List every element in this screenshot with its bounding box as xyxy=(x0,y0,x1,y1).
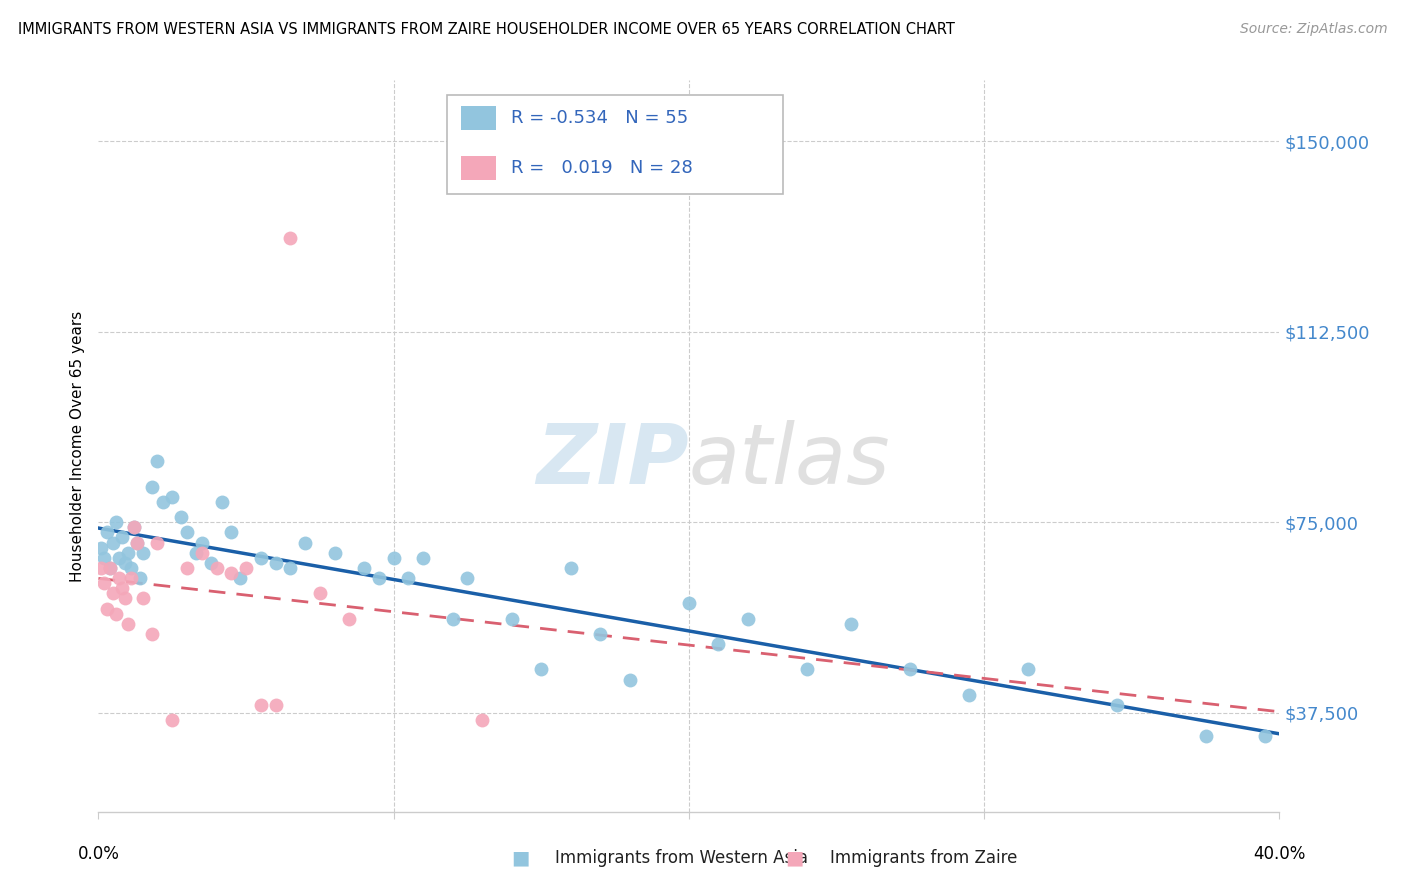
Text: Immigrants from Western Asia: Immigrants from Western Asia xyxy=(555,849,808,867)
Point xyxy=(132,591,155,606)
Point xyxy=(90,561,112,575)
Point xyxy=(114,556,136,570)
Point xyxy=(96,601,118,615)
Point xyxy=(191,546,214,560)
Point xyxy=(146,454,169,468)
Point xyxy=(796,663,818,677)
Point xyxy=(103,535,125,549)
Text: ZIP: ZIP xyxy=(536,420,689,501)
Point xyxy=(1254,729,1277,743)
Text: R =   0.019   N = 28: R = 0.019 N = 28 xyxy=(510,160,692,178)
Text: ■: ■ xyxy=(785,848,804,867)
Point xyxy=(90,541,112,555)
Point xyxy=(93,550,115,565)
Point xyxy=(457,571,479,585)
Point xyxy=(412,550,434,565)
Point xyxy=(235,561,257,575)
Point xyxy=(93,576,115,591)
Point xyxy=(280,561,302,575)
Point xyxy=(471,714,494,728)
Text: 0.0%: 0.0% xyxy=(77,845,120,863)
Point xyxy=(841,616,863,631)
Point xyxy=(250,698,273,712)
Point xyxy=(221,566,243,580)
Point xyxy=(368,571,391,585)
Point xyxy=(589,627,612,641)
Point xyxy=(105,607,128,621)
Point xyxy=(141,480,163,494)
Point xyxy=(294,535,316,549)
Point xyxy=(117,616,139,631)
Point xyxy=(162,714,183,728)
Point xyxy=(96,525,118,540)
Point xyxy=(353,561,375,575)
Point xyxy=(111,581,134,595)
Point xyxy=(441,612,464,626)
Point xyxy=(339,612,361,626)
FancyBboxPatch shape xyxy=(447,95,783,194)
Point xyxy=(122,520,145,534)
Point xyxy=(560,561,582,575)
Point xyxy=(309,586,332,600)
Point xyxy=(125,535,148,549)
Point xyxy=(382,550,405,565)
Point xyxy=(108,571,131,585)
Point xyxy=(103,586,125,600)
Point xyxy=(176,525,198,540)
Y-axis label: Householder Income Over 65 years: Householder Income Over 65 years xyxy=(69,310,84,582)
Point xyxy=(132,546,155,560)
Point xyxy=(152,495,174,509)
Text: R = -0.534   N = 55: R = -0.534 N = 55 xyxy=(510,109,688,127)
Point xyxy=(250,550,273,565)
Text: 40.0%: 40.0% xyxy=(1253,845,1306,863)
Point xyxy=(191,535,214,549)
Text: Immigrants from Zaire: Immigrants from Zaire xyxy=(830,849,1017,867)
FancyBboxPatch shape xyxy=(461,106,496,130)
Point xyxy=(737,612,759,626)
Point xyxy=(128,571,150,585)
Point xyxy=(1107,698,1129,712)
Point xyxy=(120,571,142,585)
Point xyxy=(146,535,169,549)
Point xyxy=(530,663,553,677)
Point xyxy=(900,663,922,677)
Text: atlas: atlas xyxy=(689,420,890,501)
Point xyxy=(678,597,700,611)
Point xyxy=(120,561,142,575)
Point xyxy=(221,525,243,540)
Point xyxy=(114,591,136,606)
Point xyxy=(398,571,420,585)
Point xyxy=(176,561,198,575)
Point xyxy=(959,688,981,702)
Point xyxy=(122,520,145,534)
Point xyxy=(501,612,523,626)
Point xyxy=(264,698,287,712)
Point xyxy=(98,561,121,575)
Point xyxy=(707,637,730,651)
Point xyxy=(105,515,128,529)
Point xyxy=(211,495,233,509)
Point xyxy=(162,490,183,504)
Point xyxy=(200,556,222,570)
Point xyxy=(108,550,131,565)
FancyBboxPatch shape xyxy=(461,156,496,180)
Point xyxy=(280,231,302,245)
Point xyxy=(141,627,163,641)
Point xyxy=(619,673,641,687)
Point xyxy=(111,530,134,544)
Point xyxy=(170,510,193,524)
Point xyxy=(264,556,287,570)
Point xyxy=(1195,729,1218,743)
Text: ■: ■ xyxy=(510,848,530,867)
Text: IMMIGRANTS FROM WESTERN ASIA VS IMMIGRANTS FROM ZAIRE HOUSEHOLDER INCOME OVER 65: IMMIGRANTS FROM WESTERN ASIA VS IMMIGRAN… xyxy=(18,22,955,37)
Text: Source: ZipAtlas.com: Source: ZipAtlas.com xyxy=(1240,22,1388,37)
Point xyxy=(229,571,252,585)
Point xyxy=(205,561,228,575)
Point xyxy=(125,535,148,549)
Point xyxy=(117,546,139,560)
Point xyxy=(323,546,346,560)
Point xyxy=(1018,663,1040,677)
Point xyxy=(184,546,207,560)
Point xyxy=(98,561,121,575)
